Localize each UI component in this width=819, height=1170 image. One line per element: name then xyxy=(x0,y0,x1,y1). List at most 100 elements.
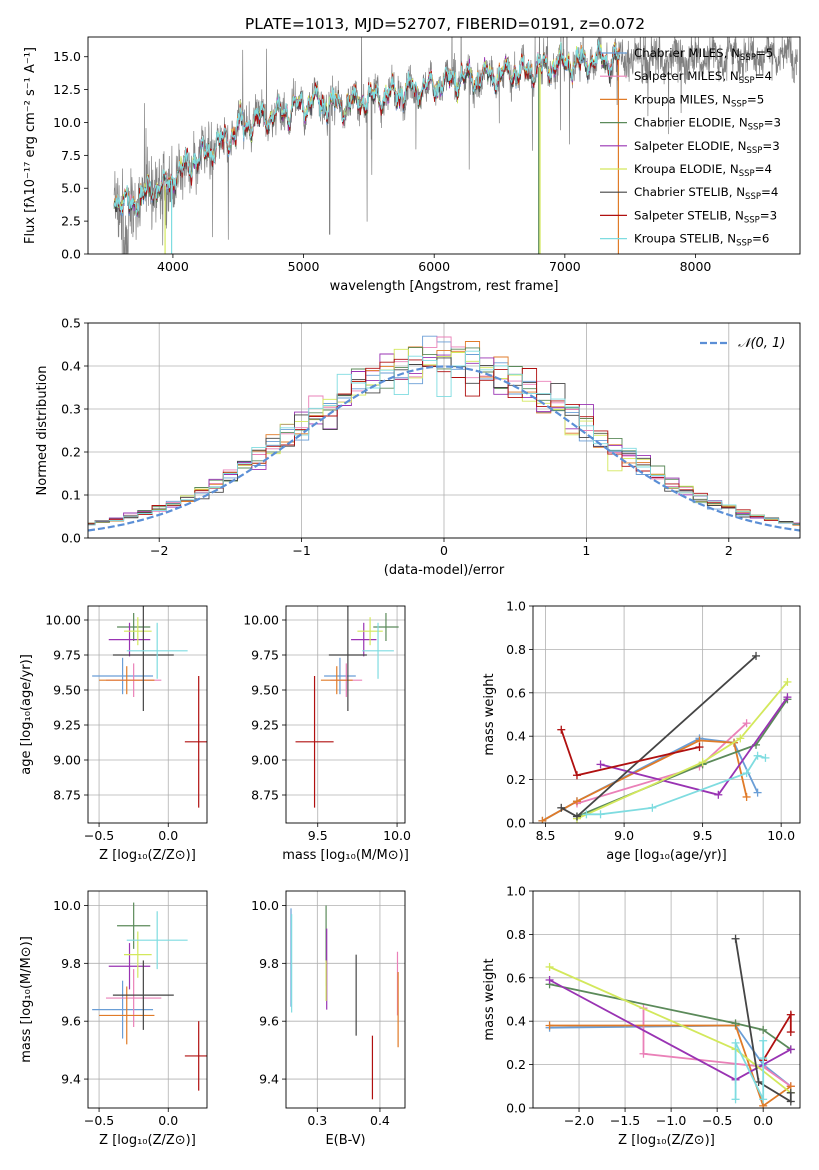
mass-vs-Z-marks xyxy=(92,902,207,1091)
legend-entry-salpeter-stelib: Salpeter STELIB, NSSP=3 xyxy=(634,208,777,225)
weight-series-chabrier-stelib xyxy=(731,934,795,1106)
age-vs-mass-chart: 9.5 10.0 8.75 9.00 9.25 9.50 9.75 10.00 mass [lo… xyxy=(243,605,411,863)
weight-series-chabrier-stelib xyxy=(557,651,761,821)
y-tick-label: 0.0 xyxy=(61,247,81,262)
y-tick-label: 0.6 xyxy=(506,970,526,985)
legend-entry-kroupa-elodie: Kroupa ELODIE, NSSP=4 xyxy=(634,162,772,179)
y-tick-label: 0.4 xyxy=(506,729,526,744)
errorbar-point-kroupa-stelib xyxy=(362,622,394,679)
errorbar-point-kroupa-elodie xyxy=(357,617,383,646)
x-tick-label: 0.4 xyxy=(370,1113,390,1128)
weight-series-salpeter-elodie xyxy=(596,693,792,799)
y-tick-label: 9.6 xyxy=(61,1014,81,1029)
y-tick-label: 10.00 xyxy=(243,613,279,628)
plot-frame xyxy=(87,605,208,824)
errorbar-point-chabrier-miles xyxy=(324,657,356,695)
errorbar-point-chabrier-elodie xyxy=(117,902,151,949)
weight-series-kroupa-stelib xyxy=(582,751,770,819)
mass-vs-EBV-marks xyxy=(290,905,399,1100)
y-tick-label: 9.6 xyxy=(259,1014,279,1029)
x-tick-label: 9.5 xyxy=(693,828,713,843)
y-tick-label: 0.5 xyxy=(61,316,81,331)
y-tick-label: 9.50 xyxy=(251,683,279,698)
errorbar-point-chabrier-stelib xyxy=(328,606,367,711)
figure-title: PLATE=1013, MJD=52707, FIBERID=0191, z=0… xyxy=(245,15,645,33)
x-tick-label: −2.0 xyxy=(564,1113,594,1128)
x-axis-label: wavelength [Angstrom, rest frame] xyxy=(330,279,559,294)
y-tick-label: 10.0 xyxy=(53,115,81,130)
x-tick-label: −1.5 xyxy=(610,1113,640,1128)
y-axis-label: age [log₁₀(age/yr)] xyxy=(19,654,34,775)
mass-vs-EBV-chart: 0.3 0.4 9.4 9.6 9.8 10.0 E(B-V) xyxy=(251,890,406,1148)
x-tick-label: 4000 xyxy=(157,259,189,274)
x-axis-label: (data-model)/error xyxy=(384,563,505,578)
y-tick-label: 0.1 xyxy=(61,488,81,503)
spectrum-marks xyxy=(113,37,798,254)
x-tick-label: 2 xyxy=(725,543,733,558)
mass-vs-Z-chart: −0.5 0.0 9.4 9.6 9.8 10.0 Z [log₁₀(Z/Z⊙)] mass … xyxy=(19,890,208,1148)
legend-entry-normal: 𝒩(0, 1) xyxy=(738,336,785,351)
x-tick-label: 0.0 xyxy=(158,828,178,843)
y-tick-label: 9.8 xyxy=(61,956,81,971)
y-tick-label: 9.00 xyxy=(53,753,81,768)
y-tick-label: 9.75 xyxy=(53,648,81,663)
y-tick-label: 0.0 xyxy=(61,531,81,546)
legend-entry-chabrier-stelib: Chabrier STELIB, NSSP=4 xyxy=(634,185,778,202)
x-tick-label: 5000 xyxy=(288,259,320,274)
y-tick-label: 1.0 xyxy=(506,884,526,899)
histogram-kroupa-stelib xyxy=(88,350,800,526)
y-axis-label: mass [log₁₀(M/M⊙)] xyxy=(19,936,34,1063)
weight-series-chabrier-elodie xyxy=(545,980,795,1054)
y-tick-label: 9.75 xyxy=(251,648,279,663)
y-tick-label: 0.2 xyxy=(506,772,526,787)
x-tick-label: 6000 xyxy=(418,259,450,274)
x-tick-label: 9.5 xyxy=(308,828,328,843)
errorbar-point-kroupa-stelib xyxy=(126,911,188,970)
spectrum-model-kroupa-stelib xyxy=(113,39,620,217)
weight-series-salpeter-stelib xyxy=(557,725,704,780)
legend-entry-chabrier-elodie: Chabrier ELODIE, NSSP=3 xyxy=(634,116,781,133)
histogram-salpeter-stelib xyxy=(88,358,800,525)
y-tick-label: 0.4 xyxy=(61,359,81,374)
x-tick-label: 0.0 xyxy=(158,1113,178,1128)
y-tick-label: 0.6 xyxy=(506,685,526,700)
x-tick-label: 8000 xyxy=(680,259,712,274)
plot-frame xyxy=(87,322,801,539)
plot-frame xyxy=(285,890,406,1109)
y-tick-label: 10.00 xyxy=(45,613,81,628)
y-tick-label: 2.5 xyxy=(61,214,81,229)
x-tick-label: −0.5 xyxy=(702,1113,732,1128)
plot-frame xyxy=(532,890,801,1109)
errorbar-point-salpeter-stelib xyxy=(184,676,207,808)
legend-entry-salpeter-elodie: Salpeter ELODIE, NSSP=3 xyxy=(634,139,780,156)
x-axis-label: E(B-V) xyxy=(325,1133,365,1148)
errorbar-point-salpeter-stelib xyxy=(184,1021,207,1091)
age-vs-Z-marks xyxy=(92,606,207,808)
y-tick-label: 9.8 xyxy=(259,956,279,971)
x-tick-label: 9.0 xyxy=(614,828,634,843)
y-tick-label: 0.3 xyxy=(61,402,81,417)
y-tick-label: 9.50 xyxy=(53,683,81,698)
errorbar-point-kroupa-elodie xyxy=(123,931,152,978)
x-tick-label: 10.0 xyxy=(383,828,411,843)
spectrum-chart: 4000 5000 6000 7000 8000 0.0 2.5 5.0 7.5 10.0 12.5… xyxy=(23,36,801,294)
errorbar-point-kroupa-stelib xyxy=(126,622,188,679)
plot-frame xyxy=(87,36,801,255)
legend-entry-kroupa-miles: Kroupa MILES, NSSP=5 xyxy=(634,92,764,109)
plot-frame xyxy=(87,890,208,1109)
weight-series-salpeter-miles xyxy=(572,719,751,808)
y-tick-label: 10.0 xyxy=(251,898,279,913)
y-tick-label: 8.75 xyxy=(251,788,279,803)
x-axis-label: age [log₁₀(age/yr)] xyxy=(606,848,727,863)
y-axis-label: Normed distribution xyxy=(35,366,50,496)
errorbar-point-kroupa-miles xyxy=(99,666,155,695)
x-tick-label: 0.0 xyxy=(753,1113,773,1128)
errorbar-point-kroupa-miles xyxy=(99,986,155,1045)
y-tick-label: 7.5 xyxy=(61,148,81,163)
weight-vs-age-chart: 8.5 9.0 9.5 10.0 0.0 0.2 0.4 0.6 0.8 1.0 age [log₁… xyxy=(482,599,801,863)
y-tick-label: 8.75 xyxy=(53,788,81,803)
y-tick-label: 0.8 xyxy=(506,927,526,942)
y-tick-label: 10.0 xyxy=(53,898,81,913)
errorbar-point-salpeter-stelib xyxy=(295,676,334,808)
